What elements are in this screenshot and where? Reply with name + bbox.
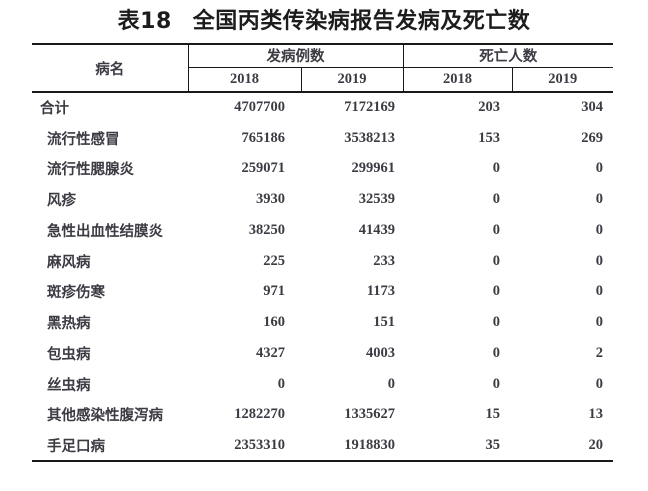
value-cell: 203: [478, 99, 500, 116]
value-cell: 2: [595, 344, 603, 361]
table-row: 麻风病 225 233 0 0: [32, 246, 613, 277]
value-cell: 765186: [241, 129, 286, 146]
table-row: 包虫病 4327 4003 0 2: [32, 338, 613, 369]
header-year-incidence-2018: 2018: [188, 67, 302, 93]
value-cell: 304: [581, 99, 603, 116]
value-cell: 1282270: [234, 406, 285, 423]
value-cell: 4707700: [234, 99, 285, 116]
header-year-incidence-2019: 2019: [301, 67, 404, 93]
value-cell: 299961: [351, 160, 396, 177]
value-cell: 259071: [241, 160, 286, 177]
header-years-row: 2018 2019 2018 2019: [32, 67, 613, 93]
header-year-deaths-2019: 2019: [512, 67, 613, 93]
value-cell: 0: [595, 221, 603, 238]
value-cell: 0: [595, 252, 603, 269]
value-cell: 20: [588, 436, 604, 453]
table-row: 合计 4707700 7172169 203 304: [32, 92, 613, 123]
value-cell: 4003: [366, 344, 395, 361]
value-cell: 0: [492, 191, 500, 208]
disease-name-cell: 急性出血性结膜炎: [47, 223, 163, 240]
value-cell: 225: [263, 252, 285, 269]
disease-name-cell: 其他感染性腹泻病: [47, 408, 163, 425]
value-cell: 0: [492, 221, 500, 238]
table-row: 流行性腮腺炎 259071 299961 0 0: [32, 154, 613, 185]
disease-name-cell: 手足口病: [47, 438, 105, 455]
value-cell: 233: [373, 252, 395, 269]
value-cell: 0: [595, 283, 603, 300]
value-cell: 151: [373, 314, 395, 331]
value-cell: 3930: [256, 191, 285, 208]
disease-name-cell: 麻风病: [47, 254, 91, 271]
header-group-incidence: 发病例数: [188, 44, 404, 68]
header-disease-name: 病名: [32, 44, 189, 93]
value-cell: 32539: [358, 191, 395, 208]
value-cell: 0: [595, 375, 603, 392]
value-cell: 13: [588, 406, 604, 423]
disease-name-cell: 流行性腮腺炎: [47, 162, 134, 179]
value-cell: 0: [492, 252, 500, 269]
table-row: 丝虫病 0 0 0 0: [32, 369, 613, 400]
disease-name-cell: 风疹: [47, 193, 76, 210]
value-cell: 41439: [358, 221, 395, 238]
value-cell: 971: [263, 283, 285, 300]
table-row: 斑疹伤寒 971 1173 0 0: [32, 277, 613, 308]
value-cell: 1918830: [344, 436, 395, 453]
header-group-deaths: 死亡人数: [403, 44, 613, 68]
value-cell: 0: [492, 283, 500, 300]
value-cell: 0: [595, 314, 603, 331]
value-cell: 0: [595, 160, 603, 177]
table-row: 风疹 3930 32539 0 0: [32, 184, 613, 215]
page-title: 表18 全国丙类传染病报告发病及死亡数: [0, 8, 648, 36]
disease-statistics-table: 病名 发病例数 死亡人数 2018 2019 2018 2019 合计 47077…: [32, 43, 613, 462]
table-row: 流行性感冒 765186 3538213 153 269: [32, 123, 613, 154]
value-cell: 7172169: [344, 99, 395, 116]
value-cell: 269: [581, 129, 603, 146]
value-cell: 0: [595, 191, 603, 208]
table-number: 表18: [117, 9, 172, 34]
value-cell: 38250: [248, 221, 285, 238]
value-cell: 0: [492, 344, 500, 361]
value-cell: 0: [492, 160, 500, 177]
disease-name-cell: 丝虫病: [47, 377, 91, 394]
disease-name-cell: 流行性感冒: [47, 131, 120, 148]
value-cell: 1335627: [344, 406, 395, 423]
disease-name-cell: 斑疹伤寒: [47, 285, 105, 302]
disease-name-cell: 黑热病: [47, 316, 91, 333]
value-cell: 0: [387, 375, 395, 392]
value-cell: 2353310: [234, 436, 285, 453]
table-row: 其他感染性腹泻病 1282270 1335627 15 13: [32, 400, 613, 431]
value-cell: 160: [263, 314, 285, 331]
value-cell: 4327: [256, 344, 285, 361]
value-cell: 35: [485, 436, 501, 453]
header-year-deaths-2018: 2018: [403, 67, 513, 93]
value-cell: 0: [492, 375, 500, 392]
table-row: 急性出血性结膜炎 38250 41439 0 0: [32, 215, 613, 246]
header-group-row: 病名 发病例数 死亡人数: [32, 44, 613, 93]
table-title-text: 全国丙类传染病报告发病及死亡数: [192, 9, 531, 34]
value-cell: 0: [277, 375, 285, 392]
table-header: 病名 发病例数 死亡人数 2018 2019 2018 2019: [32, 44, 613, 93]
value-cell: 0: [492, 314, 500, 331]
table-row: 手足口病 2353310 1918830 35 20: [32, 430, 613, 461]
disease-name-cell: 包虫病: [47, 346, 91, 363]
disease-name-cell: 合计: [40, 101, 69, 118]
value-cell: 1173: [366, 283, 395, 300]
table-row: 黑热病 160 151 0 0: [32, 307, 613, 338]
value-cell: 153: [478, 129, 500, 146]
table-body: 合计 4707700 7172169 203 304 流行性感冒 765186 3538213…: [32, 92, 613, 461]
value-cell: 3538213: [344, 129, 395, 146]
value-cell: 15: [485, 406, 501, 423]
